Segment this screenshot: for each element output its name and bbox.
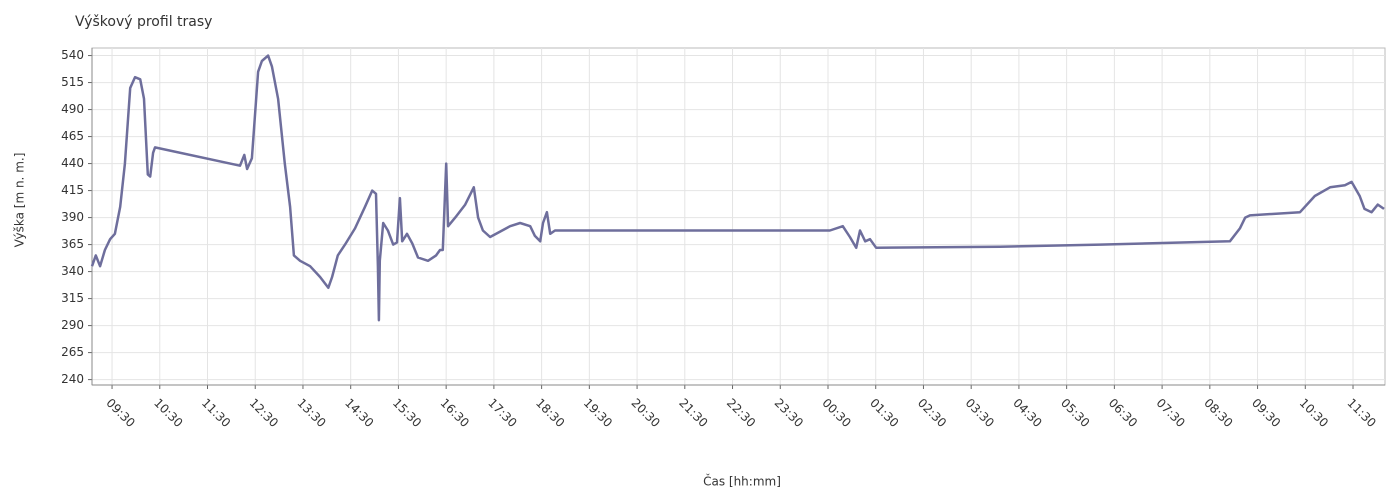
x-tick-label: 16:30 bbox=[438, 396, 472, 430]
y-tick-label: 365 bbox=[61, 237, 84, 251]
x-tick-label: 17:30 bbox=[485, 396, 519, 430]
x-tick-label: 18:30 bbox=[533, 396, 567, 430]
x-tick-label: 14:30 bbox=[342, 396, 376, 430]
x-tick-label: 09:30 bbox=[103, 396, 137, 430]
x-tick-label: 04:30 bbox=[1010, 396, 1044, 430]
chart-title: Výškový profil trasy bbox=[75, 14, 212, 30]
y-tick-label: 515 bbox=[61, 75, 84, 89]
x-tick-label: 13:30 bbox=[294, 396, 328, 430]
x-tick-label: 22:30 bbox=[724, 396, 758, 430]
y-tick-label: 415 bbox=[61, 183, 84, 197]
y-tick-label: 315 bbox=[61, 291, 84, 305]
x-tick-label: 10:30 bbox=[1297, 396, 1331, 430]
x-tick-label: 06:30 bbox=[1106, 396, 1140, 430]
x-axis-label: Čas [hh:mm] bbox=[703, 474, 781, 489]
elevation-line bbox=[90, 54, 1385, 322]
x-tick-label: 03:30 bbox=[963, 396, 997, 430]
y-tick-label: 290 bbox=[61, 318, 84, 332]
y-tick-label: 490 bbox=[61, 102, 84, 116]
y-axis-label: Výška [m n. m.] bbox=[13, 153, 27, 248]
x-tick-label: 02:30 bbox=[915, 396, 949, 430]
y-tick-label: 340 bbox=[61, 264, 84, 278]
x-tick-label: 05:30 bbox=[1058, 396, 1092, 430]
x-tick-label: 20:30 bbox=[628, 396, 662, 430]
x-tick-label: 12:30 bbox=[247, 396, 281, 430]
x-tick-label: 23:30 bbox=[772, 396, 806, 430]
x-tick-label: 21:30 bbox=[676, 396, 710, 430]
x-tick-label: 09:30 bbox=[1249, 396, 1283, 430]
y-tick-label: 390 bbox=[61, 210, 84, 224]
y-tick-label: 240 bbox=[61, 372, 84, 386]
x-tick-label: 10:30 bbox=[151, 396, 185, 430]
x-tick-label: 15:30 bbox=[390, 396, 424, 430]
x-tick-label: 19:30 bbox=[581, 396, 615, 430]
y-tick-label: 440 bbox=[61, 156, 84, 170]
y-tick-label: 465 bbox=[61, 129, 84, 143]
x-tick-label: 00:30 bbox=[819, 396, 853, 430]
x-tick-label: 07:30 bbox=[1154, 396, 1188, 430]
y-tick-label: 540 bbox=[61, 48, 84, 62]
x-tick-label: 11:30 bbox=[199, 396, 233, 430]
x-tick-label: 08:30 bbox=[1201, 396, 1235, 430]
plot-area bbox=[91, 47, 1386, 386]
x-tick-label: 11:30 bbox=[1344, 396, 1378, 430]
y-tick-label: 265 bbox=[61, 345, 84, 359]
x-tick-label: 01:30 bbox=[867, 396, 901, 430]
